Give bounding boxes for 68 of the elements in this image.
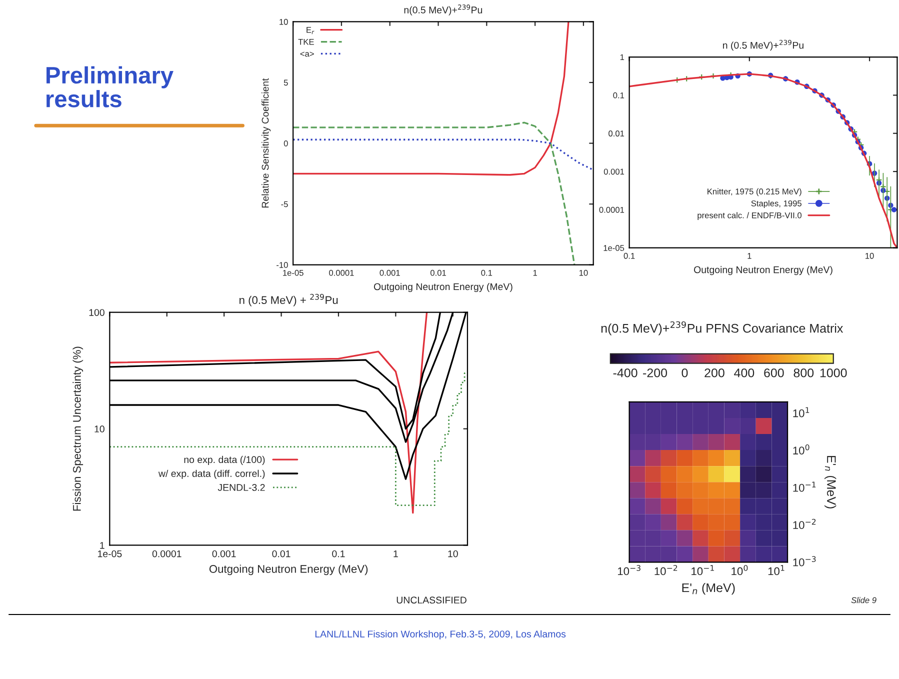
x-tick-label: 1 <box>533 270 537 276</box>
y-tick-label: 0 <box>284 140 288 146</box>
chart-title: n (0.5 MeV) + $^{239}$Pu <box>240 294 338 306</box>
y-tick-label: 1 <box>100 542 104 549</box>
x-tick-label: 10 <box>579 270 588 276</box>
y-tick-label: 1e-05 <box>604 245 624 251</box>
x-tick-label: 10 <box>866 252 874 259</box>
text: Slide 9 <box>851 597 876 604</box>
legend-label: JENDL-3.2 <box>218 484 265 491</box>
x-tick-label: 10$^{−1}$ <box>692 565 714 576</box>
y-tick-label: 10$^{0}$ <box>793 444 810 454</box>
x-tick-label: 0.1 <box>624 252 635 259</box>
color-bar-label: -200 <box>643 368 668 378</box>
chart-title: n (0.5 MeV)+$^{239}$Pu <box>723 40 804 51</box>
x-axis-title: Outgoing Neutron Energy (MeV) <box>694 266 832 276</box>
legend-label: Knitter, 1975 (0.215 MeV) <box>708 188 802 196</box>
x-tick-label: 1 <box>748 253 752 259</box>
y-tick-label: 1 <box>620 54 624 60</box>
x-tick-label: 0.001 <box>380 270 400 276</box>
color-bar-label: 0 <box>682 368 688 378</box>
y-tick-label: 10$^{−1}$ <box>793 482 816 492</box>
legend-label: TKE <box>298 38 314 45</box>
x-tick-label: 10$^{−2}$ <box>654 565 678 576</box>
y-axis-title: E'$_{n}$ (MeV) <box>824 456 836 508</box>
color-bar-label: -400 <box>613 368 638 378</box>
x-tick-label: 0.1 <box>332 550 345 558</box>
y-tick-label: 0.001 <box>604 168 624 175</box>
legend-label: present calc. / ENDF/B-VII.0 <box>698 212 802 220</box>
y-axis-title: Relative Sensitivity Coefficient <box>262 78 271 208</box>
y-tick-label: 100 <box>89 309 104 316</box>
x-tick-label: 1 <box>394 550 398 558</box>
y-tick-label: 0.01 <box>608 130 624 136</box>
x-tick-label: 0.01 <box>430 270 446 276</box>
legend-label: E$_{r}$ <box>306 27 314 34</box>
color-bar-label: 200 <box>704 368 724 378</box>
y-tick-label: 5 <box>284 80 288 86</box>
y-tick-label: -5 <box>281 201 288 208</box>
chart-title: n(0.5 MeV)+$^{239}$Pu <box>404 4 482 16</box>
x-tick-label: 0.0001 <box>152 550 182 558</box>
y-tick-label: 10 <box>94 426 104 432</box>
text: Preliminary results <box>46 66 174 108</box>
color-bar-label: 800 <box>794 368 814 378</box>
x-tick-label: 0.1 <box>481 270 492 276</box>
x-tick-label: 0.0001 <box>329 270 354 276</box>
x-axis-title: Outgoing Neutron Energy (MeV) <box>374 282 512 292</box>
x-tick-label: 10 <box>448 550 458 558</box>
chart-title: n(0.5 MeV)+$^{239}$Pu PFNS Covariance Matrix <box>601 321 844 336</box>
x-axis-title: Outgoing Neutron Energy (MeV) <box>209 564 368 576</box>
y-tick-label: -10 <box>276 262 288 268</box>
color-bar-label: 600 <box>764 368 784 378</box>
text: UNCLASSIFIED <box>396 596 466 604</box>
color-bar-label: 1000 <box>820 368 847 378</box>
color-bar-label: 400 <box>734 368 754 378</box>
legend-label: no exp. data (/100) <box>184 456 265 465</box>
y-axis-title: Fission Spectrum Uncertainty (%) <box>72 346 84 511</box>
y-tick-label: 0.1 <box>613 92 624 98</box>
x-tick-label: 0.001 <box>212 550 236 558</box>
x-tick-label: 10$^{0}$ <box>732 565 748 576</box>
x-tick-label: 10$^{1}$ <box>768 565 784 576</box>
y-tick-label: 10$^{1}$ <box>793 407 810 418</box>
legend-label: Staples, 1995 <box>751 200 802 208</box>
y-tick-label: 10$^{−2}$ <box>793 518 816 530</box>
x-axis-title: E'$_{n}$ (MeV) <box>682 582 735 595</box>
text: LANL/LLNL Fission Workshop, Feb.3-5, 2009, Los Alamos <box>315 630 566 640</box>
y-tick-label: 10 <box>280 18 288 25</box>
legend-label: <a> <box>300 52 314 57</box>
legend-label: w/ exp. data (diff. correl.) <box>158 470 265 479</box>
y-tick-label: 0.0001 <box>599 206 624 213</box>
